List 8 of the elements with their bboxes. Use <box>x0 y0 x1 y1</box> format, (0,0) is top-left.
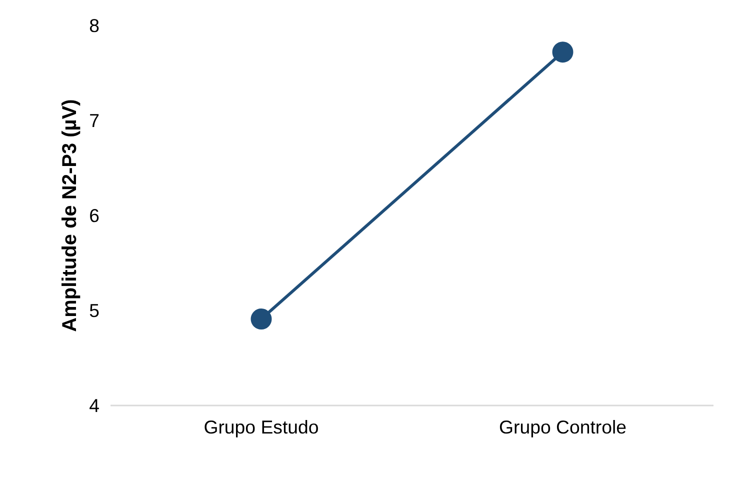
y-tick-label: 7 <box>89 110 100 131</box>
y-tick-label: 6 <box>89 205 100 226</box>
y-tick-label: 8 <box>89 15 100 36</box>
y-axis-title: Amplitude de N2-P3 (µV) <box>59 99 82 332</box>
x-tick-label: Grupo Estudo <box>204 416 319 438</box>
x-tick-label: Grupo Controle <box>498 416 627 438</box>
y-tick-label: 5 <box>89 300 100 321</box>
y-tick-label: 4 <box>89 395 100 416</box>
